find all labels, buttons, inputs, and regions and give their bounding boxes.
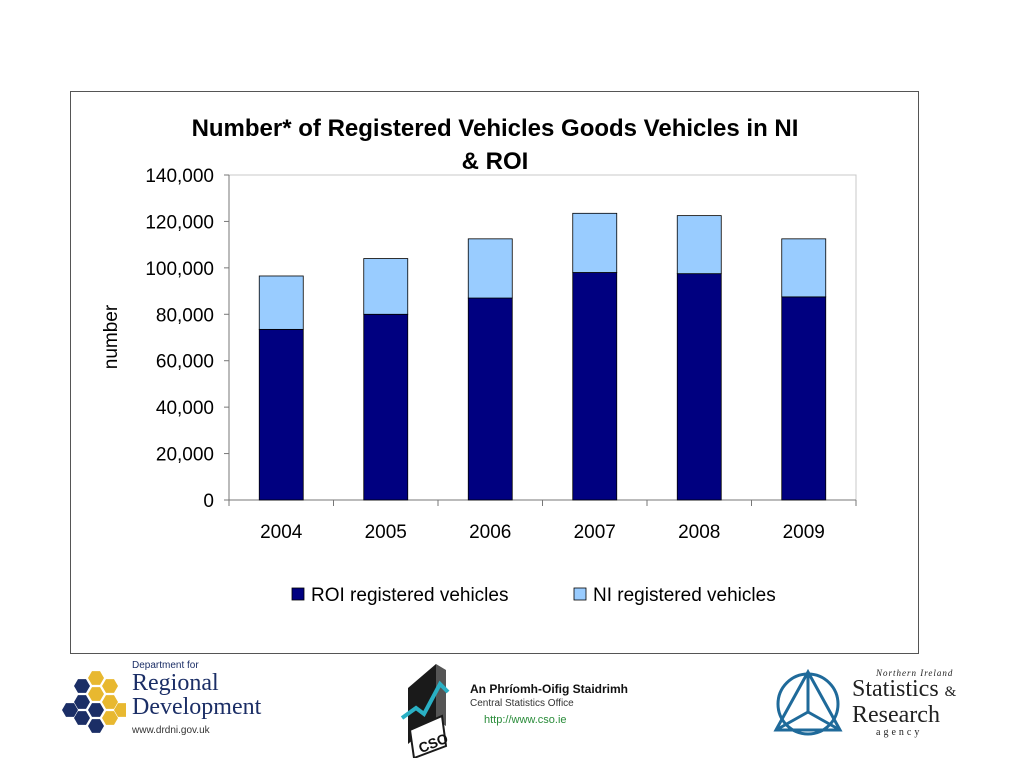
- bar-ni-2005: [363, 258, 409, 315]
- cso-mark-icon: CSO: [400, 664, 450, 758]
- x-tick-label: 2005: [365, 522, 407, 543]
- hexagon-cell: [62, 703, 78, 717]
- chart-title-line-2: & ROI: [461, 148, 529, 175]
- drd-dept-line: Department for: [132, 660, 199, 671]
- bar-ni-2007: [572, 212, 618, 273]
- x-tick-label: 2004: [260, 522, 303, 543]
- nisra-triangle-icon: [773, 668, 843, 736]
- y-tick-label: 140,000: [145, 166, 214, 187]
- bar-roi-2007: [572, 272, 618, 501]
- bar-ni-2006: [467, 238, 513, 299]
- legend-label: NI registered vehicles: [593, 585, 776, 606]
- hexagon-cell: [74, 679, 90, 693]
- nisra-ni-line: Northern Ireland: [876, 668, 954, 678]
- nisra-agency-word: agency: [876, 727, 923, 738]
- hexagon-cell: [88, 687, 104, 701]
- x-tick-label: 2007: [574, 522, 616, 543]
- bar-roi-2008: [676, 273, 722, 501]
- legend-label: ROI registered vehicles: [311, 585, 508, 606]
- bar-roi-2009: [781, 296, 827, 501]
- plot-area: [228, 174, 857, 501]
- y-tick-label: 40,000: [156, 398, 214, 419]
- legend-swatch: [291, 587, 305, 601]
- chart-svg: 0 20,000 40,000 60,000 80,000 100,000 120,000 1…: [101, 166, 857, 606]
- bar-roi-2004: [258, 328, 304, 501]
- hexagon-cell: [102, 679, 118, 693]
- hexagon-cluster-icon: [62, 671, 126, 733]
- footer: Department for Regional Development www.…: [0, 658, 1024, 768]
- bar-ni-2004: [258, 275, 304, 330]
- drd-name-line-2: Development: [132, 694, 262, 720]
- chart-title-line-1: Number* of Registered Vehicles Goods Veh…: [191, 115, 799, 142]
- cso-english-name: Central Statistics Office: [470, 698, 574, 709]
- bar-ni-2008: [676, 215, 722, 275]
- hexagon-cell: [102, 711, 118, 725]
- drd-name-line-1: Regional: [132, 670, 219, 696]
- nisra-research-word: Research: [852, 702, 940, 728]
- bar-roi-2006: [467, 297, 513, 501]
- x-tick-label: 2009: [783, 522, 825, 543]
- bar-ni-2009: [781, 238, 827, 298]
- nisra-statistics-word: Statistics: [852, 676, 939, 702]
- y-tick-label: 20,000: [156, 445, 214, 466]
- hexagon-cell: [102, 695, 118, 709]
- drd-url: www.drdni.gov.uk: [132, 725, 210, 736]
- y-tick-label: 100,000: [145, 259, 214, 280]
- y-tick-label: 60,000: [156, 352, 214, 373]
- legend-swatch: [573, 587, 587, 601]
- cso-url: http://www.cso.ie: [484, 714, 567, 726]
- y-tick-label: 0: [203, 491, 214, 512]
- hexagon-cell: [74, 695, 90, 709]
- hexagon-cell: [88, 671, 104, 685]
- drd-logo: Department for Regional Development www.…: [62, 658, 272, 748]
- hexagon-cell: [88, 703, 104, 717]
- y-tick-label: 80,000: [156, 305, 214, 326]
- nisra-logo: Northern Ireland Statistics & Research a…: [766, 660, 966, 748]
- bar-roi-2005: [363, 313, 409, 501]
- x-tick-label: 2006: [469, 522, 511, 543]
- chart-title: Number* of Registered Vehicles Goods Veh…: [140, 112, 850, 178]
- x-tick-label: 2008: [678, 522, 720, 543]
- cso-irish-name: An Phríomh-Oifig Staidrimh: [470, 682, 628, 696]
- nisra-ampersand: &: [944, 684, 957, 700]
- hexagon-cell: [114, 703, 126, 717]
- hexagon-cell: [74, 711, 90, 725]
- hexagon-cell: [88, 719, 104, 733]
- y-tick-label: 120,000: [145, 212, 214, 233]
- cso-logo: CSO An Phríomh-Oifig Staidrimh Central S…: [396, 658, 636, 758]
- y-axis-label: number: [101, 304, 122, 369]
